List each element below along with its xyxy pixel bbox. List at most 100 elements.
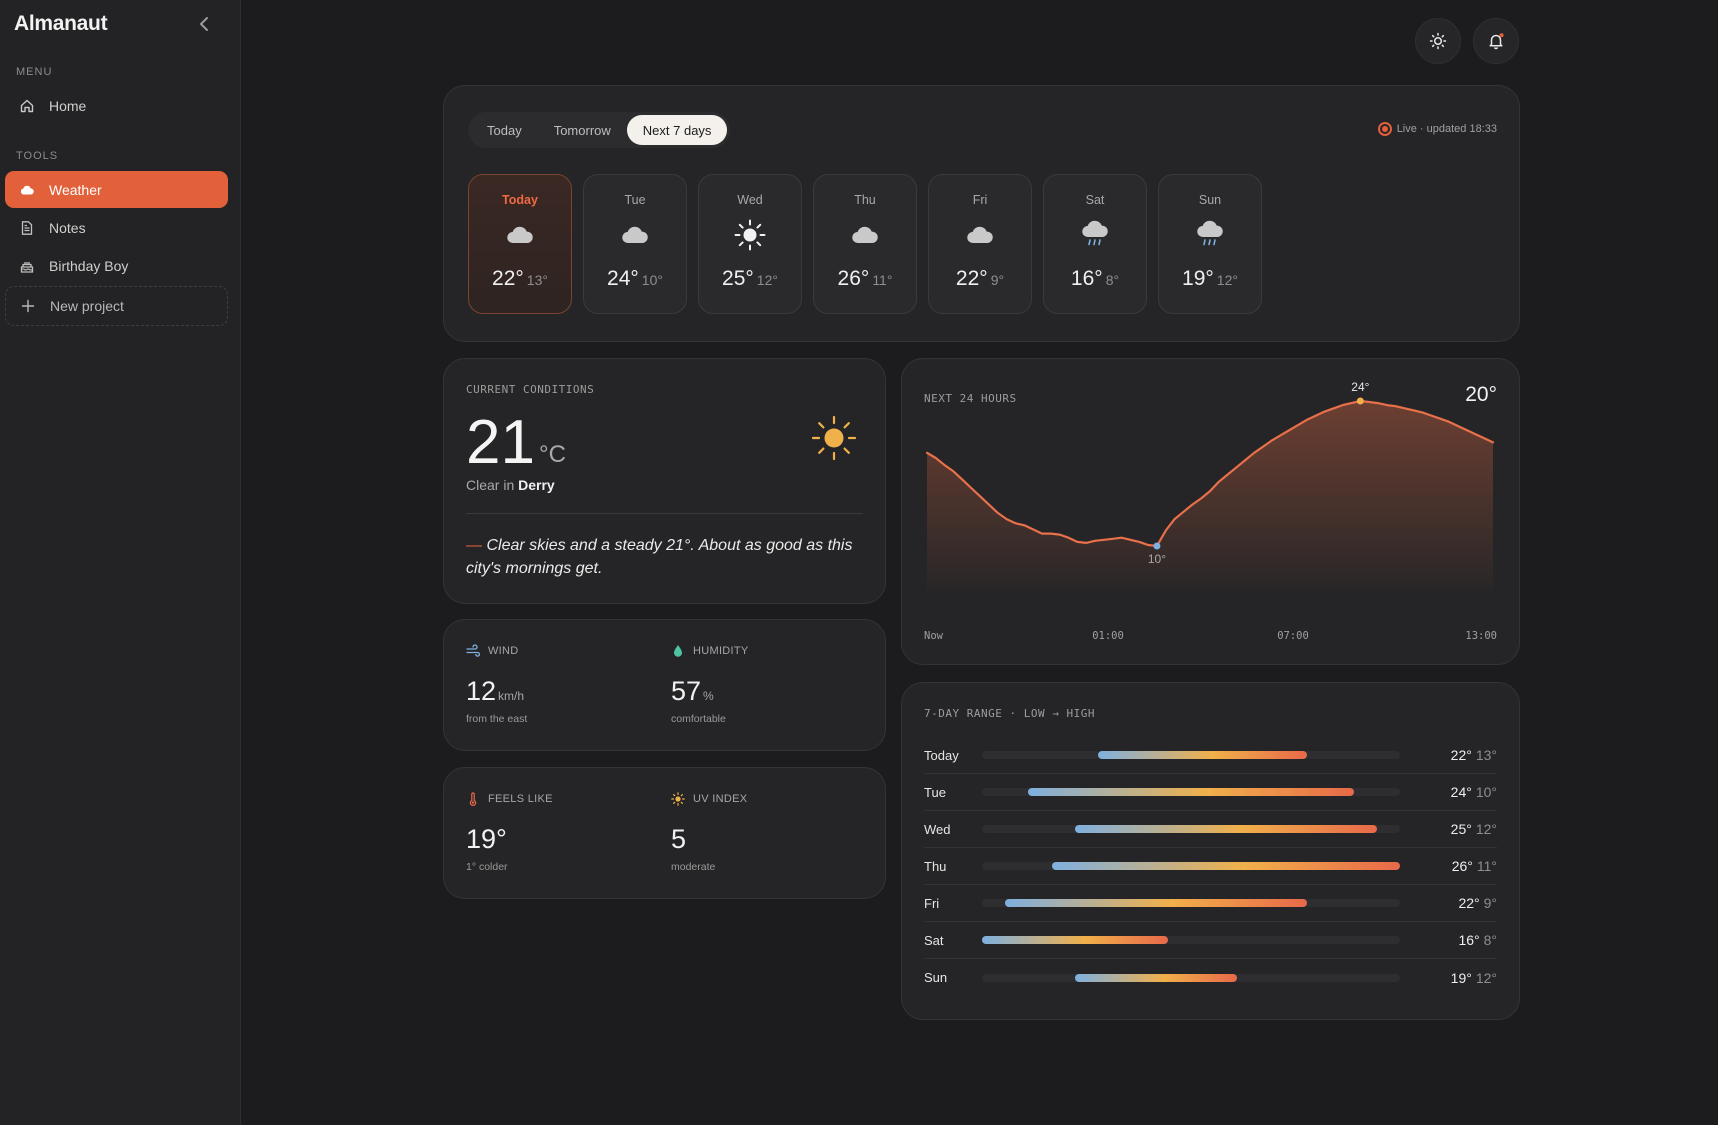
range-high: 19°: [1450, 969, 1472, 986]
range-row: Wed 25° 12°: [924, 811, 1497, 848]
brand-logo[interactable]: Almanaut: [14, 12, 108, 35]
notifications-button[interactable]: [1473, 18, 1519, 64]
range-low: 10°: [1475, 784, 1497, 800]
sun-icon: [1429, 32, 1447, 50]
range-day: Sun: [924, 970, 948, 985]
range-track: [982, 825, 1400, 833]
day-card-sun[interactable]: Sun 19° 12°: [1158, 174, 1262, 314]
uv-index-stat: UV INDEX 5 moderate: [671, 792, 747, 873]
range-day: Thu: [924, 858, 947, 874]
rain-icon: [1082, 220, 1108, 246]
range-high: 22°: [1450, 747, 1472, 763]
sidebar-item-label: Home: [49, 97, 87, 114]
range-track: [982, 862, 1400, 870]
feels-like-stat: FEELS LIKE 19° 1° colder: [466, 792, 553, 873]
day-card-wed[interactable]: Wed 25° 12°: [698, 174, 802, 314]
day-high: 24°: [607, 267, 639, 290]
range-low: 12°: [1475, 969, 1497, 986]
tab-next-7-days[interactable]: Next 7 days: [626, 115, 728, 145]
range-track: [982, 899, 1400, 907]
temperature-unit: °C: [539, 441, 566, 468]
feels-like-label: FEELS LIKE: [488, 793, 553, 805]
day-high: 25°: [722, 267, 754, 290]
range-low: 9°: [1483, 895, 1497, 911]
live-status-text: Live · updated 18:33: [1396, 123, 1497, 135]
range-low: 12°: [1475, 821, 1497, 837]
day-low: 12°: [1216, 272, 1238, 288]
live-status: Live · updated 18:33: [1377, 122, 1497, 136]
sun-small-icon: [671, 792, 685, 806]
range-track: [982, 973, 1400, 982]
current-temperature: 21: [466, 408, 535, 477]
cloud-icon: [20, 185, 34, 194]
day-low: 11°: [872, 272, 893, 288]
uv-index-value: 5: [671, 824, 687, 854]
seven-day-range-card: 7-DAY RANGE · LOW → HIGH Today 22° 13° Tue 2…: [901, 682, 1520, 1020]
wind-icon: [466, 644, 480, 657]
range-track: [982, 936, 1400, 944]
range-row: Sat 16° 8°: [924, 922, 1497, 959]
quote-text: Clear skies and a steady 21°. About as g…: [466, 537, 853, 577]
day-name: Fri: [972, 193, 988, 207]
current-conditions-card: CURRENT CONDITIONS 21 °C Clear in Derry …: [443, 358, 886, 604]
city-name: Derry: [518, 477, 555, 493]
uv-index-label: UV INDEX: [693, 793, 748, 805]
day-high: 22°: [955, 267, 988, 290]
range-bar: [1028, 788, 1354, 796]
day-card-sat[interactable]: Sat 16° 8°: [1043, 174, 1147, 314]
day-name: Thu: [854, 193, 876, 207]
day-card-tue[interactable]: Tue 24° 10°: [583, 174, 687, 314]
tab-tomorrow[interactable]: Tomorrow: [553, 122, 611, 138]
divider: [466, 513, 863, 514]
range-row: Tue 24° 10°: [924, 774, 1497, 811]
sun-icon: [811, 415, 857, 461]
cloud-icon: [967, 226, 993, 244]
sidebar-item-label: Weather: [49, 181, 102, 198]
day-card-fri[interactable]: Fri 22° 9°: [928, 174, 1032, 314]
tab-today[interactable]: Today: [487, 122, 522, 138]
range-low: 8°: [1483, 932, 1497, 948]
x-tick-label: 01:00: [1092, 630, 1124, 642]
hourly-current-temp: 20°: [1465, 383, 1497, 406]
day-name: Sat: [1085, 193, 1105, 207]
range-day: Fri: [924, 895, 940, 911]
humidity-value: 57: [671, 676, 702, 706]
live-indicator-icon: [1377, 122, 1392, 136]
wind-label: WIND: [488, 645, 519, 657]
range-high: 24°: [1450, 784, 1472, 800]
sidebar-item-label: Notes: [49, 219, 86, 236]
x-tick-label: Now: [924, 630, 944, 642]
sidebar-item-notes[interactable]: Notes: [5, 209, 228, 246]
range-bar: [1074, 825, 1377, 833]
range-day: Sat: [924, 932, 944, 948]
wind-stat: WIND 12 km/h from the east: [466, 644, 527, 725]
range-day: Today: [924, 747, 959, 763]
max-temp-label: 24°: [1351, 380, 1369, 394]
day-high: 22°: [492, 267, 524, 290]
uv-index-subtext: moderate: [671, 861, 716, 873]
sidebar-item-birthday-boy[interactable]: Birthday Boy: [5, 247, 228, 284]
sidebar-item-home[interactable]: Home: [5, 87, 228, 124]
range-track: [982, 751, 1400, 759]
sidebar: Almanaut MENU Home TOOLS Weather Notes B…: [0, 0, 241, 1125]
sidebar-item-weather[interactable]: Weather: [5, 171, 228, 208]
day-low: 13°: [526, 272, 548, 288]
hourly-line: [925, 399, 1495, 548]
day-card-thu[interactable]: Thu 26° 11°: [813, 174, 917, 314]
cloud-icon: [507, 226, 533, 244]
day-name: Tue: [624, 193, 646, 207]
x-tick-label: 13:00: [1465, 630, 1497, 642]
min-temp-point: [1153, 542, 1161, 550]
range-row: Thu 26° 11°: [924, 848, 1497, 885]
cloud-icon: [852, 226, 878, 244]
humidity-subtext: comfortable: [671, 713, 726, 725]
day-high: 26°: [837, 267, 870, 290]
forecast-card: Today Tomorrow Next 7 days Live · update…: [443, 85, 1520, 342]
theme-toggle-button[interactable]: [1415, 18, 1461, 64]
chevron-left-icon[interactable]: [194, 12, 214, 36]
new-project-button[interactable]: New project: [5, 286, 228, 326]
day-card-today[interactable]: Today 22° 13°: [468, 174, 572, 314]
day-low: 12°: [756, 272, 778, 288]
forecast-tabs: Today Tomorrow Next 7 days: [468, 112, 731, 148]
min-temp-label: 10°: [1148, 552, 1166, 566]
